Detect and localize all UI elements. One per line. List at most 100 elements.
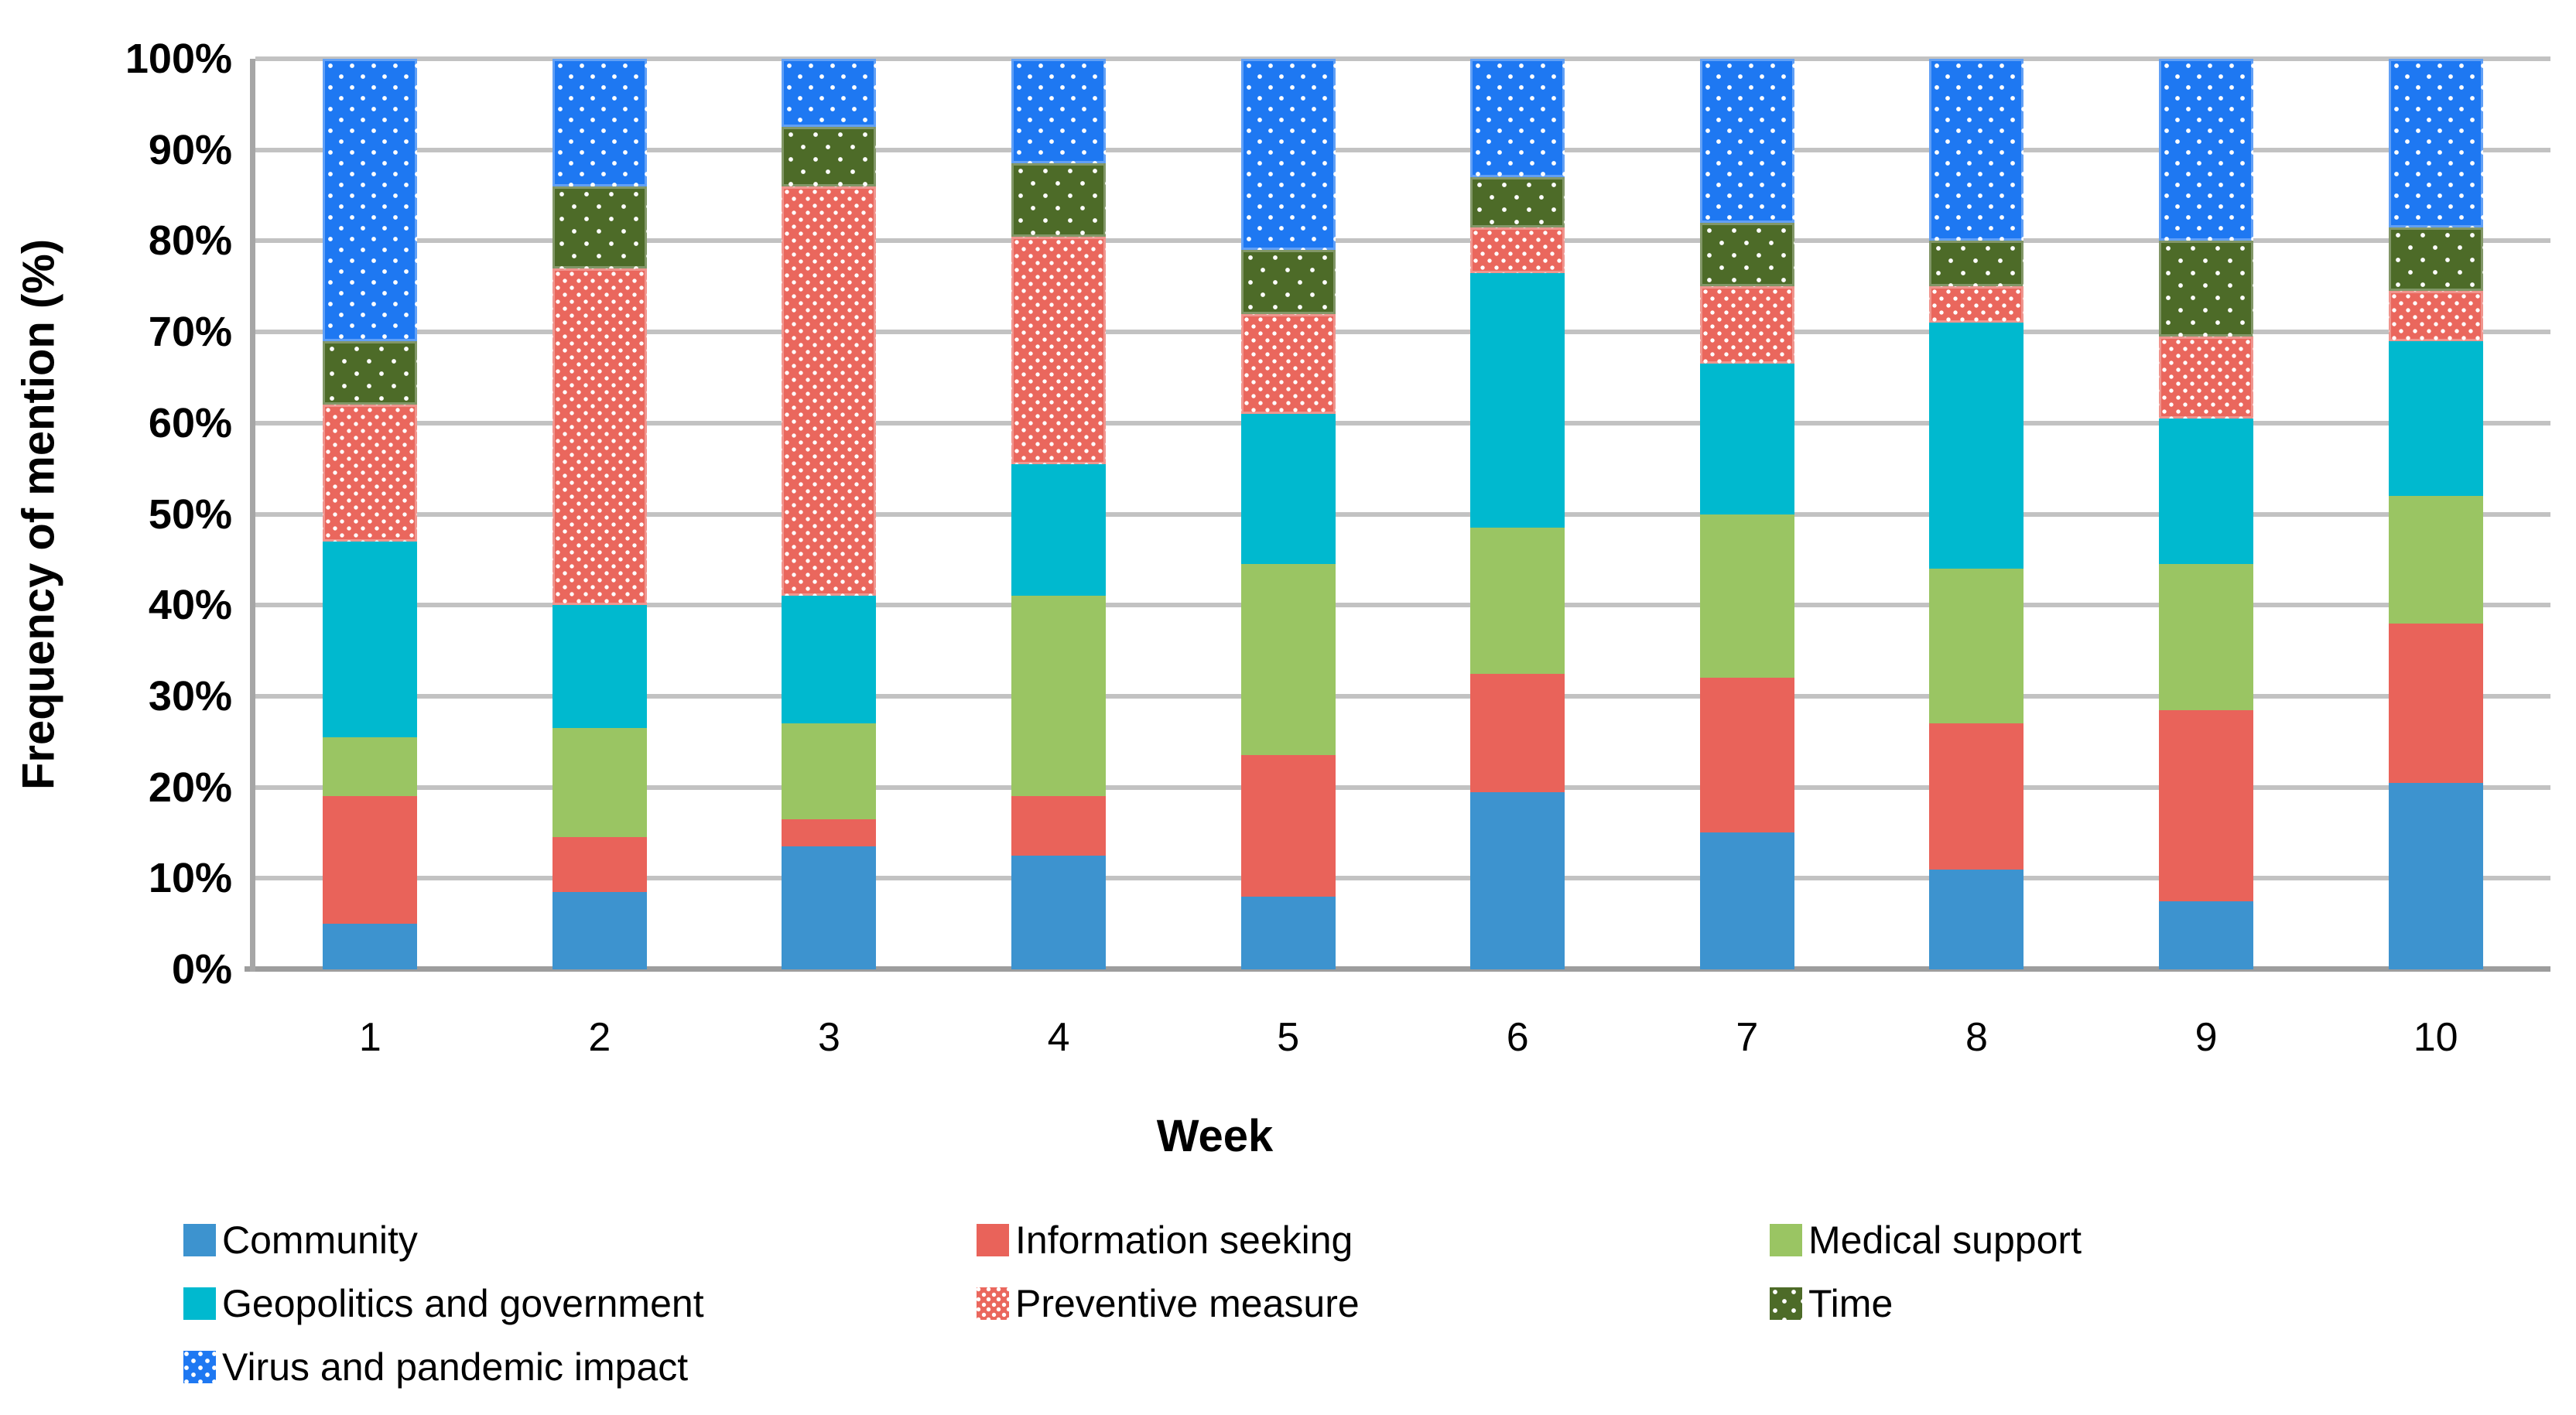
bar-segment: [2159, 418, 2254, 565]
legend-item-medical-support: Medical support: [1770, 1208, 2082, 1272]
bar-segment: [1929, 241, 2024, 287]
bar-segment: [1699, 222, 1794, 287]
y-tick-label-10: 10%: [148, 855, 232, 902]
bar-slot-week-1: [255, 59, 485, 969]
legend-label: Time: [1808, 1282, 1894, 1325]
bar-segment: [1699, 59, 1794, 223]
stacked-bar-week-4: [1011, 59, 1107, 969]
bar-slot-week-5: [1173, 59, 1403, 969]
bar-segment: [1699, 832, 1794, 969]
plot-area: [245, 56, 2550, 972]
legend-item-geopolitics-and-government: Geopolitics and government: [183, 1272, 704, 1335]
stacked-bar-week-8: [1929, 59, 2024, 969]
legend-item-time: Time: [1770, 1272, 2082, 1335]
x-tick-label-week-8: 8: [1965, 1015, 1988, 1060]
legend-swatch-icon: [1770, 1224, 1802, 1256]
bar-segment: [1240, 896, 1336, 969]
stacked-bar-week-9: [2159, 59, 2254, 969]
bar-segment: [1929, 286, 2024, 323]
legend-label: Virus and pandemic impact: [222, 1345, 689, 1389]
bar-segment: [552, 59, 647, 186]
gridline-10: [255, 876, 2550, 881]
stacked-bar-week-3: [782, 59, 877, 969]
gridline-80: [255, 238, 2550, 244]
legend-item-community: Community: [183, 1208, 704, 1272]
bar-segment: [1929, 323, 2024, 569]
bar-segment: [1699, 286, 1794, 364]
bar-segment: [552, 268, 647, 606]
bar-segment: [782, 819, 877, 847]
x-tick-label-week-9: 9: [2195, 1015, 2218, 1060]
bar-segment: [2388, 495, 2483, 624]
bar-segment: [2388, 59, 2483, 227]
y-tick-label-0: 0%: [171, 946, 232, 993]
bar-segment: [1011, 855, 1107, 969]
gridline-20: [255, 784, 2550, 790]
bar-slot-week-9: [2092, 59, 2321, 969]
bar-segment: [1011, 163, 1107, 237]
bar-segment: [1929, 723, 2024, 870]
bar-segment: [1470, 272, 1565, 528]
x-axis-title: Week: [1156, 1111, 1274, 1161]
y-tick-label-20: 20%: [148, 764, 232, 811]
gridline-90: [255, 147, 2550, 152]
bar-segment: [782, 59, 877, 128]
legend-item-information-seeking: Information seeking: [977, 1208, 1360, 1272]
bar-segment: [2388, 782, 2483, 969]
bar-slot-week-2: [485, 59, 715, 969]
y-tick-label-80: 80%: [148, 217, 232, 265]
legend-label: Medical support: [1808, 1218, 2082, 1262]
stacked-bar-week-6: [1470, 59, 1565, 969]
bar-segment: [1699, 678, 1794, 833]
legend: Community Geopolitics and government Virus…: [0, 1208, 2576, 1410]
bar-segment: [1699, 364, 1794, 514]
legend-column-2: Information seeking Preventive measure: [977, 1208, 1360, 1335]
stacked-bar-week-2: [552, 59, 647, 969]
gridline-70: [255, 330, 2550, 335]
gridline-100: [255, 56, 2550, 61]
legend-label: Information seeking: [1015, 1218, 1353, 1262]
x-tick-label-week-4: 4: [1047, 1015, 1070, 1060]
legend-item-preventive-measure: Preventive measure: [977, 1272, 1360, 1335]
bar-segment: [552, 891, 647, 969]
bar-segment: [552, 728, 647, 838]
y-tick-label-100: 100%: [125, 36, 232, 82]
bar-segment: [1240, 59, 1336, 251]
gridline-60: [255, 420, 2550, 426]
bar-slot-week-4: [944, 59, 1174, 969]
legend-item-virus-and-pandemic-impact: Virus and pandemic impact: [183, 1335, 704, 1399]
y-tick-label-50: 50%: [148, 490, 232, 538]
stacked-bar-week-5: [1240, 59, 1336, 969]
bar-segment: [2159, 564, 2254, 710]
bar-slot-week-7: [1633, 59, 1863, 969]
legend-swatch-icon: [977, 1224, 1009, 1256]
bar-segment: [1929, 59, 2024, 241]
bar-segment: [552, 837, 647, 892]
bar-slot-week-8: [1862, 59, 2092, 969]
bar-segment: [1240, 313, 1336, 415]
bar-segment: [2388, 291, 2483, 341]
bar-slot-week-10: [2321, 59, 2550, 969]
gridline-30: [255, 693, 2550, 699]
y-tick-label-30: 30%: [148, 672, 232, 719]
x-tick-label-week-3: 3: [818, 1015, 840, 1060]
bar-segment: [2159, 337, 2254, 419]
bar-segment: [1470, 673, 1565, 792]
bar-segment: [323, 541, 418, 737]
bar-segment: [782, 596, 877, 724]
bar-segment: [323, 924, 418, 969]
gridline-40: [255, 603, 2550, 608]
bar-segment: [2388, 340, 2483, 496]
bar-segment: [323, 737, 418, 797]
legend-label: Preventive measure: [1015, 1282, 1360, 1325]
bar-segment: [1240, 250, 1336, 314]
bar-segment: [1011, 796, 1107, 856]
bar-segment: [323, 59, 418, 341]
bar-segment: [782, 723, 877, 819]
bar-segment: [1929, 569, 2024, 724]
bar-segment: [782, 127, 877, 186]
bar-segment: [1011, 236, 1107, 464]
legend-swatch-icon: [183, 1351, 216, 1383]
y-axis-line: [250, 59, 255, 972]
bar-slot-week-6: [1403, 59, 1633, 969]
